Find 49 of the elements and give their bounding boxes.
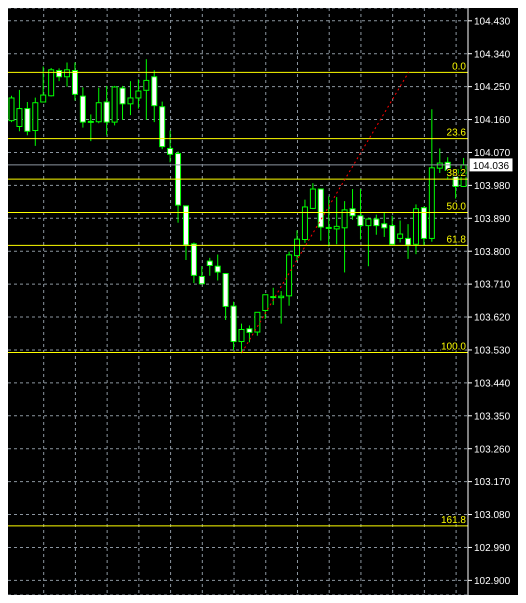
candlestick [334,196,340,245]
y-tick-label: 104.250 [474,82,511,94]
y-tick-label: 103.080 [474,510,511,522]
annotation: 61.8 [446,234,466,246]
candlestick [16,89,22,132]
candlestick [64,62,70,88]
y-tick-label: 104.340 [474,49,511,60]
annotation: 161.8 [440,514,466,526]
y-tick-label: 103.530 [474,346,511,357]
candlestick [294,230,300,262]
y-tick-label: 103.620 [474,312,511,324]
candlestick [167,130,174,163]
candlestick [24,101,30,136]
candlestick [143,58,150,120]
candlestick [72,62,78,102]
y-tick-label: 103.890 [474,214,511,225]
candlestick [365,217,372,267]
candlestick [342,200,348,273]
candlestick [310,182,316,210]
candlestick [278,290,284,324]
y-tick-label: 103.800 [474,246,511,258]
y-tick-label: 104.430 [474,16,511,28]
y-tick-label: 103.440 [474,378,511,390]
y-tick-label: 104.070 [474,148,511,160]
y-tick-label: 103.710 [474,280,511,291]
candlestick [373,214,380,236]
y-tick-label: 103.350 [474,411,511,422]
candlestick [405,224,412,260]
annotation: 50.0 [446,201,466,212]
candlestick [120,85,126,120]
annotation: 23.6 [446,128,466,139]
candlestick [254,312,260,336]
y-tick-label: 104.160 [474,115,511,126]
y-tick-label: 102.900 [474,576,511,587]
candlestick [397,220,404,243]
annotation: 100.0 [440,342,466,353]
candlestick [127,80,134,116]
candlestick [135,78,142,110]
y-tick-label: 103.170 [474,477,511,488]
y-tick-label: 103.980 [474,180,511,192]
candlestick [198,266,205,284]
ref-line-label: 104.036 [472,160,510,172]
y-tick-label: 102.990 [474,543,511,554]
candlestick [238,323,244,354]
y-tick-label: 103.260 [474,444,511,456]
candlestick [246,324,252,343]
candlestick [357,188,364,240]
annotation: 0.0 [452,61,466,72]
candlestick [104,85,110,136]
